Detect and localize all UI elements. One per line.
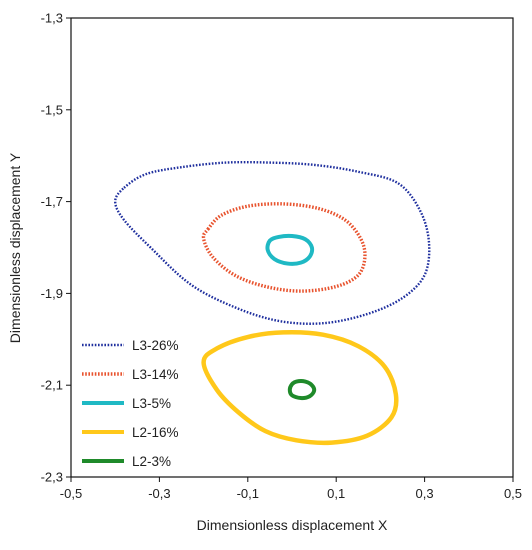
series-line-l2-3- [287,379,317,401]
y-tick-label: -1,3 [41,11,63,26]
legend-label: L2-3% [132,454,171,469]
legend: L3-26% L3-14% L3-5% L2-16% L2-3% [82,338,179,469]
legend-label: L3-14% [132,367,179,382]
y-tick-label: -1,5 [41,102,63,117]
plot-area [70,17,514,478]
legend-label: L3-26% [132,338,179,353]
x-tick-label: -0,1 [237,486,259,501]
series-line-l3-5- [265,233,315,266]
y-axis-title: Dimensionless displacement Y [7,152,23,343]
x-tick-label: 0,1 [327,486,345,501]
x-tick-label: -0,3 [148,486,170,501]
series-line-l3-26- [114,160,431,325]
series-layer [114,160,431,446]
y-tick-label: -1,9 [41,286,63,301]
x-tick-label: 0,5 [504,486,522,501]
x-tick-label: 0,3 [416,486,434,501]
legend-label: L2-16% [132,425,179,440]
x-tick-label: -0,5 [60,486,82,501]
y-tick-label: -2,1 [41,378,63,393]
series-line-l3-14- [201,202,367,293]
legend-label: L3-5% [132,396,171,411]
x-axis-title: Dimensionless displacement X [197,517,388,533]
y-tick-label: -1,7 [41,194,63,209]
y-axis-ticks: -1,3 -1,5 -1,7 -1,9 -2,1 -2,3 [41,11,71,485]
y-tick-label: -2,3 [41,470,63,485]
series-line-l2-16- [201,330,399,446]
x-axis-ticks: -0,5 -0,3 -0,1 0,1 0,3 0,5 [60,477,522,501]
